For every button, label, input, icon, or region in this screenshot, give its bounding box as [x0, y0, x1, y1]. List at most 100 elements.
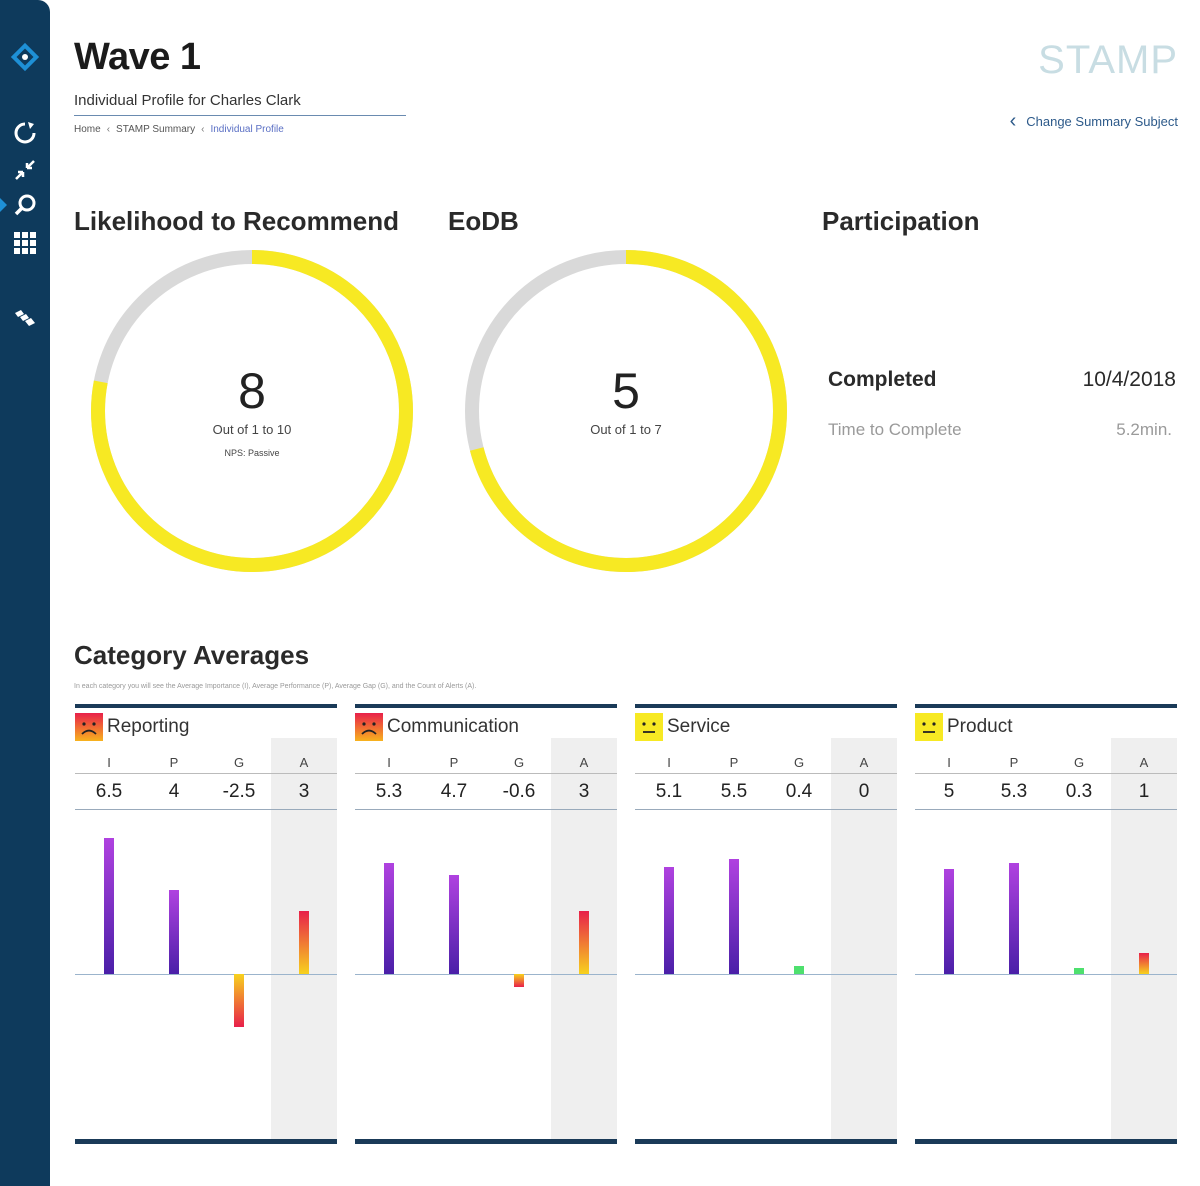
card-title: Service [667, 716, 731, 737]
value-i: 5.3 [375, 781, 403, 802]
performance-bar [169, 890, 179, 974]
frown-face-icon [355, 713, 383, 741]
ltr-range: Out of 1 to 10 [212, 422, 292, 437]
column-header-a: A [299, 755, 309, 770]
page-title: Wave 1 [74, 36, 201, 78]
importance-bar [384, 862, 394, 974]
column-header-g: G [513, 755, 525, 770]
zero-baseline [355, 974, 617, 975]
breadcrumb: Home ‹ STAMP Summary ‹ Individual Profil… [74, 124, 284, 135]
category-card-communication[interactable]: Communication I P G A 5.3 4.7 -0.6 3 [355, 704, 617, 1144]
value-g: 0.3 [1065, 781, 1093, 802]
chevron-left-icon: ‹ [201, 124, 205, 135]
category-card-service[interactable]: Service I P G A 5.1 5.5 0.4 0 [635, 704, 897, 1144]
time-to-complete-label: Time to Complete [828, 420, 962, 439]
value-p: 5.3 [1000, 781, 1028, 802]
column-header-i: I [667, 755, 671, 770]
value-i: 5.1 [655, 781, 683, 802]
completed-date: 10/4/2018 [1082, 368, 1176, 391]
column-header-g: G [233, 755, 245, 770]
ltr-gauge: 8 Out of 1 to 10 NPS: Passive [91, 250, 413, 572]
alerts-bar [299, 911, 309, 974]
category-averages-note: In each category you will see the Averag… [74, 683, 477, 690]
card-title: Communication [387, 716, 519, 737]
value-a: 1 [1138, 781, 1150, 802]
card-values-row: 5 5.3 0.3 1 [915, 774, 1177, 810]
layers-icon[interactable] [10, 305, 40, 335]
card-values-row: 5.3 4.7 -0.6 3 [355, 774, 617, 810]
alerts-column-shade [1111, 738, 1177, 1139]
gap-bar [1074, 967, 1084, 974]
brand-logo: STAMP [1038, 38, 1178, 82]
column-header-i: I [947, 755, 951, 770]
eodb-gauge-ring [465, 250, 787, 572]
gap-bar [514, 974, 524, 987]
neutral-face-icon [915, 713, 943, 741]
completed-label: Completed [828, 368, 937, 391]
category-card-product[interactable]: Product I P G A 5 5.3 0.3 1 [915, 704, 1177, 1144]
breadcrumb-individual-profile[interactable]: Individual Profile [210, 124, 284, 135]
neutral-face-icon [635, 713, 663, 741]
eodb-gauge: 5 Out of 1 to 7 [465, 250, 787, 572]
value-g: -0.6 [502, 781, 536, 802]
breadcrumb-home[interactable]: Home [74, 124, 101, 135]
sidebar [0, 0, 50, 1186]
value-a: 0 [858, 781, 870, 802]
value-a: 3 [578, 781, 590, 802]
column-header-p: P [449, 755, 459, 770]
zero-baseline [75, 974, 337, 975]
participation-heading: Participation [822, 206, 980, 236]
performance-bar [449, 875, 459, 974]
performance-bar [729, 858, 739, 974]
column-header-p: P [729, 755, 739, 770]
gap-bar [794, 965, 804, 974]
value-p: 4.7 [440, 781, 468, 802]
performance-bar [1009, 862, 1019, 974]
value-i: 5 [943, 781, 955, 802]
column-header-i: I [107, 755, 111, 770]
column-header-g: G [793, 755, 805, 770]
active-nav-marker [0, 198, 7, 212]
zero-baseline [635, 974, 897, 975]
refresh-icon[interactable] [10, 118, 40, 148]
category-averages-heading: Category Averages [74, 640, 310, 670]
importance-bar [944, 869, 954, 974]
column-header-g: G [1073, 755, 1085, 770]
time-to-complete-value: 5.2min. [1116, 420, 1172, 439]
card-header: Reporting [75, 712, 189, 742]
eodb-heading: EoDB [448, 206, 519, 236]
chevron-left-icon: ‹ [1009, 110, 1017, 132]
grid-icon[interactable] [10, 228, 40, 258]
importance-bar [664, 866, 674, 974]
collapse-icon[interactable] [10, 155, 40, 185]
breadcrumb-stamp-summary[interactable]: STAMP Summary [116, 124, 196, 135]
change-summary-subject-link[interactable]: ‹ Change Summary Subject [1010, 110, 1178, 133]
search-icon[interactable] [10, 190, 40, 220]
column-header-i: I [387, 755, 391, 770]
ltr-gauge-ring [91, 250, 413, 572]
value-p: 5.5 [720, 781, 748, 802]
column-header-p: P [1009, 755, 1019, 770]
card-values-row: 5.1 5.5 0.4 0 [635, 774, 897, 810]
card-header: Service [635, 712, 730, 742]
page-subtitle: Individual Profile for Charles Clark [74, 92, 406, 116]
value-i: 6.5 [95, 781, 123, 802]
column-header-a: A [579, 755, 589, 770]
card-title: Reporting [107, 716, 190, 737]
logo-icon[interactable] [10, 42, 40, 72]
alerts-bar [1139, 953, 1149, 974]
importance-bar [104, 837, 114, 974]
category-card-reporting[interactable]: Reporting I P G A 6.5 4 -2.5 3 [75, 704, 337, 1144]
gap-bar [234, 974, 244, 1027]
alerts-column-shade [831, 738, 897, 1139]
card-values-row: 6.5 4 -2.5 3 [75, 774, 337, 810]
card-header: Product [915, 712, 1012, 742]
ltr-nps-status: NPS: Passive [224, 448, 280, 458]
value-p: 4 [168, 781, 180, 802]
alerts-bar [579, 911, 589, 974]
value-g: 0.4 [785, 781, 813, 802]
